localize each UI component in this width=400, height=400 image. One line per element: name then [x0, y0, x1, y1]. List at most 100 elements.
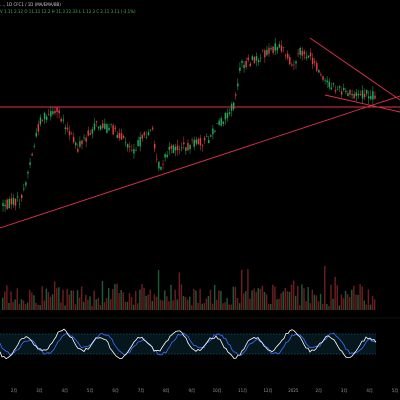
candle-body	[16, 196, 19, 198]
candle-body	[293, 64, 295, 66]
candle-body	[178, 148, 181, 150]
candle-body	[41, 120, 44, 121]
trendline[interactable]	[309, 37, 400, 101]
trendline[interactable]	[0, 95, 400, 229]
trendline[interactable]	[324, 94, 400, 113]
volume-bar	[128, 293, 131, 310]
volume-bar	[332, 298, 334, 310]
volume-bar	[267, 303, 270, 310]
volume-bar	[85, 294, 87, 310]
month-label: 3月	[36, 388, 43, 393]
volume-bar	[247, 269, 249, 310]
volume-bar	[51, 294, 54, 310]
candle-body	[6, 199, 8, 209]
candle-body	[237, 83, 239, 87]
volume-bar	[311, 289, 314, 310]
candle-body	[66, 127, 69, 130]
volume-bar	[58, 287, 60, 310]
volume-bar	[93, 290, 95, 310]
candle-body	[291, 64, 293, 66]
candle-body	[147, 132, 150, 136]
candle-body	[255, 56, 258, 61]
volume-bar	[2, 297, 4, 310]
candle-body	[264, 50, 266, 58]
volume-bar	[103, 302, 106, 310]
volume-bar	[324, 265, 326, 310]
volume-bar	[259, 288, 262, 310]
candle-body	[276, 47, 279, 51]
volume-bar	[49, 296, 52, 310]
volume-bar	[120, 290, 122, 310]
volume-bar	[60, 302, 62, 310]
candle-body	[326, 80, 328, 83]
candle-body	[112, 125, 114, 135]
candle-body	[4, 204, 6, 207]
month-label: 2月	[315, 388, 323, 393]
volume-bar	[245, 291, 247, 310]
candle-body	[301, 50, 303, 56]
volume-bar	[193, 288, 195, 310]
volume-bar	[114, 284, 116, 310]
candle-body	[131, 149, 133, 151]
candle-body	[8, 198, 10, 209]
volume-bar	[249, 298, 251, 310]
candle-body	[141, 134, 143, 139]
candle-body	[191, 139, 193, 141]
candle-body	[164, 153, 166, 158]
candle-body	[137, 140, 139, 147]
volume-bar	[309, 303, 311, 310]
candle-body	[226, 113, 229, 119]
candle-body	[249, 63, 252, 67]
candle-body	[316, 62, 318, 71]
volume-bar	[290, 284, 293, 310]
volume-bar	[126, 301, 129, 310]
volume-bar	[134, 290, 137, 310]
volume-bar	[209, 289, 212, 310]
candle-body	[97, 126, 100, 129]
volume-bar	[112, 288, 114, 310]
volume-bar	[10, 291, 12, 310]
candle-body	[286, 53, 289, 59]
candle-body	[218, 120, 220, 126]
volume-bar	[72, 290, 75, 310]
volume-bar	[365, 304, 368, 310]
volume-bar	[76, 290, 79, 310]
volume-bar	[89, 296, 91, 310]
candle-body	[224, 112, 227, 120]
oscillator-panel	[0, 317, 400, 360]
volume-bar	[201, 303, 203, 310]
volume-bar	[64, 305, 66, 310]
candle-body	[259, 57, 262, 59]
volume-bar	[243, 293, 245, 310]
volume-bar	[213, 284, 216, 310]
volume-bar	[284, 288, 287, 310]
candle-body	[87, 130, 89, 136]
volume-bar	[68, 294, 70, 310]
volume-bar	[26, 302, 29, 310]
volume-bar	[159, 299, 162, 310]
volume-bar	[186, 299, 189, 310]
volume-bar	[220, 290, 222, 310]
volume-bar	[255, 291, 257, 310]
candle-body	[228, 112, 231, 114]
candle-body	[108, 127, 110, 131]
candle-body	[349, 90, 351, 95]
volume-bar	[22, 300, 25, 310]
candle-body	[174, 146, 177, 151]
volume-bar	[91, 305, 93, 310]
candle-body	[372, 91, 374, 100]
volume-bar	[280, 293, 282, 310]
volume-bar	[276, 299, 278, 310]
volume-bar	[224, 302, 226, 310]
candle-body	[139, 136, 141, 147]
volume-bar	[116, 283, 118, 310]
candle-body	[289, 57, 291, 65]
volume-bar	[369, 304, 372, 310]
candle-body	[365, 90, 368, 94]
volume-bar	[137, 303, 139, 310]
volume-bar	[8, 302, 10, 310]
volume-bar	[83, 302, 85, 310]
candle-body	[307, 55, 310, 58]
candle-body	[185, 147, 187, 151]
